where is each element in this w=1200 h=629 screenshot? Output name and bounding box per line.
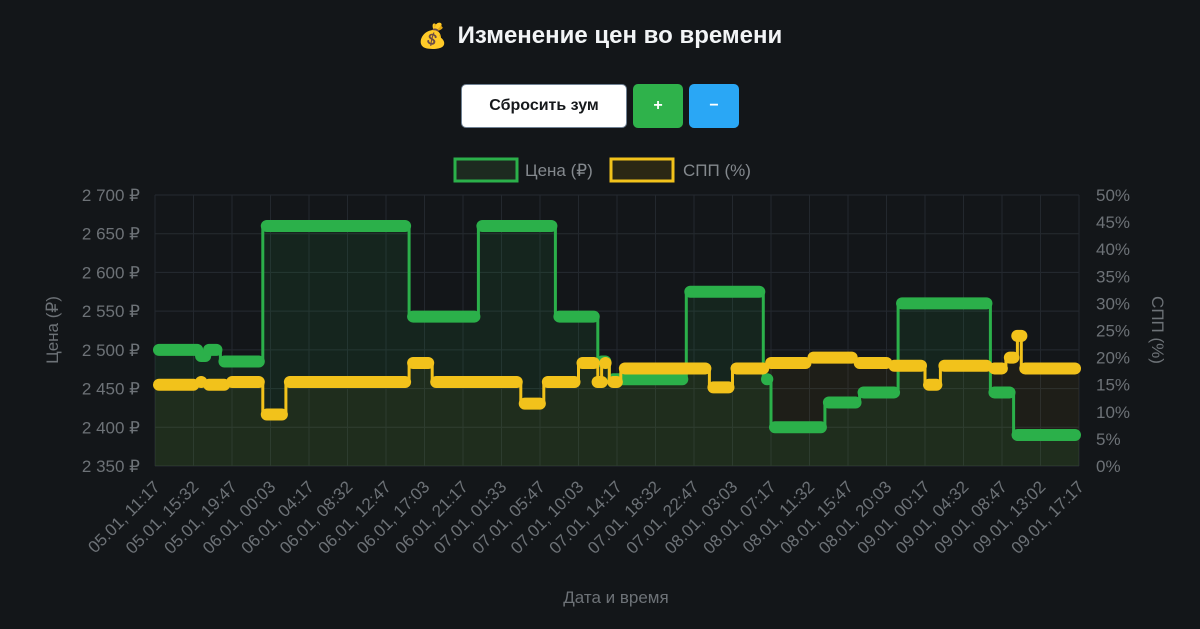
y2-tick-label: 50% xyxy=(1096,186,1130,205)
legend-label-spp: СПП (%) xyxy=(683,161,751,180)
y2-tick-label: 5% xyxy=(1096,430,1121,449)
y2-tick-label: 20% xyxy=(1096,349,1130,368)
y2-tick-label: 15% xyxy=(1096,376,1130,395)
y2-tick-label: 25% xyxy=(1096,322,1130,341)
series-area-1 xyxy=(155,335,1079,466)
y2-tick-label: 35% xyxy=(1096,267,1130,286)
legend-swatch-spp xyxy=(609,157,675,183)
legend-label-price: Цена (₽) xyxy=(525,161,593,180)
zoom-in-button[interactable]: + xyxy=(633,84,683,128)
y2-tick-label: 0% xyxy=(1096,457,1121,476)
y2-tick-label: 40% xyxy=(1096,240,1130,259)
y-tick-label: 2 650 ₽ xyxy=(82,225,140,244)
y-tick-label: 2 550 ₽ xyxy=(82,302,140,321)
y-tick-label: 2 450 ₽ xyxy=(82,380,140,399)
y-tick-label: 2 400 ₽ xyxy=(82,418,140,437)
title-row: 💰 Изменение цен во времени xyxy=(0,22,1200,50)
legend-swatch-price xyxy=(453,157,519,183)
legend-item-spp[interactable]: СПП (%) xyxy=(609,157,751,183)
legend-item-price[interactable]: Цена (₽) xyxy=(453,157,593,183)
y-tick-label: 2 600 ₽ xyxy=(82,263,140,282)
chart-heading: 💰 Изменение цен во времени xyxy=(418,22,783,50)
y-tick-label: 2 350 ₽ xyxy=(82,457,140,476)
y-axis-left-ticks: 2 700 ₽ 2 650 ₽ 2 600 ₽ 2 550 ₽ 2 500 ₽ 2 450… xyxy=(82,186,140,476)
y2-tick-label: 30% xyxy=(1096,294,1130,313)
zoom-controls: Сбросить зум + − xyxy=(0,84,1200,128)
x-axis-title: Дата и время xyxy=(563,588,668,607)
y2-axis-title: СПП (%) xyxy=(1148,296,1167,364)
zoom-out-button[interactable]: − xyxy=(689,84,739,128)
y-tick-label: 2 700 ₽ xyxy=(82,186,140,205)
y2-tick-label: 10% xyxy=(1096,403,1130,422)
money-bag-icon: 💰 xyxy=(417,22,448,50)
legend[interactable]: Цена (₽) СПП (%) xyxy=(453,157,751,183)
y-axis-right-ticks: 50% 45% 40% 35% 30% 25% 20% 15% 10% 5% 0% xyxy=(1096,186,1130,476)
y-tick-label: 2 500 ₽ xyxy=(82,341,140,360)
y-axis-title: Цена (₽) xyxy=(43,296,62,364)
y2-tick-label: 45% xyxy=(1096,213,1130,232)
page-title: Изменение цен во времени xyxy=(457,22,783,49)
series-lines xyxy=(153,219,1081,442)
reset-zoom-button[interactable]: Сбросить зум xyxy=(461,84,627,128)
